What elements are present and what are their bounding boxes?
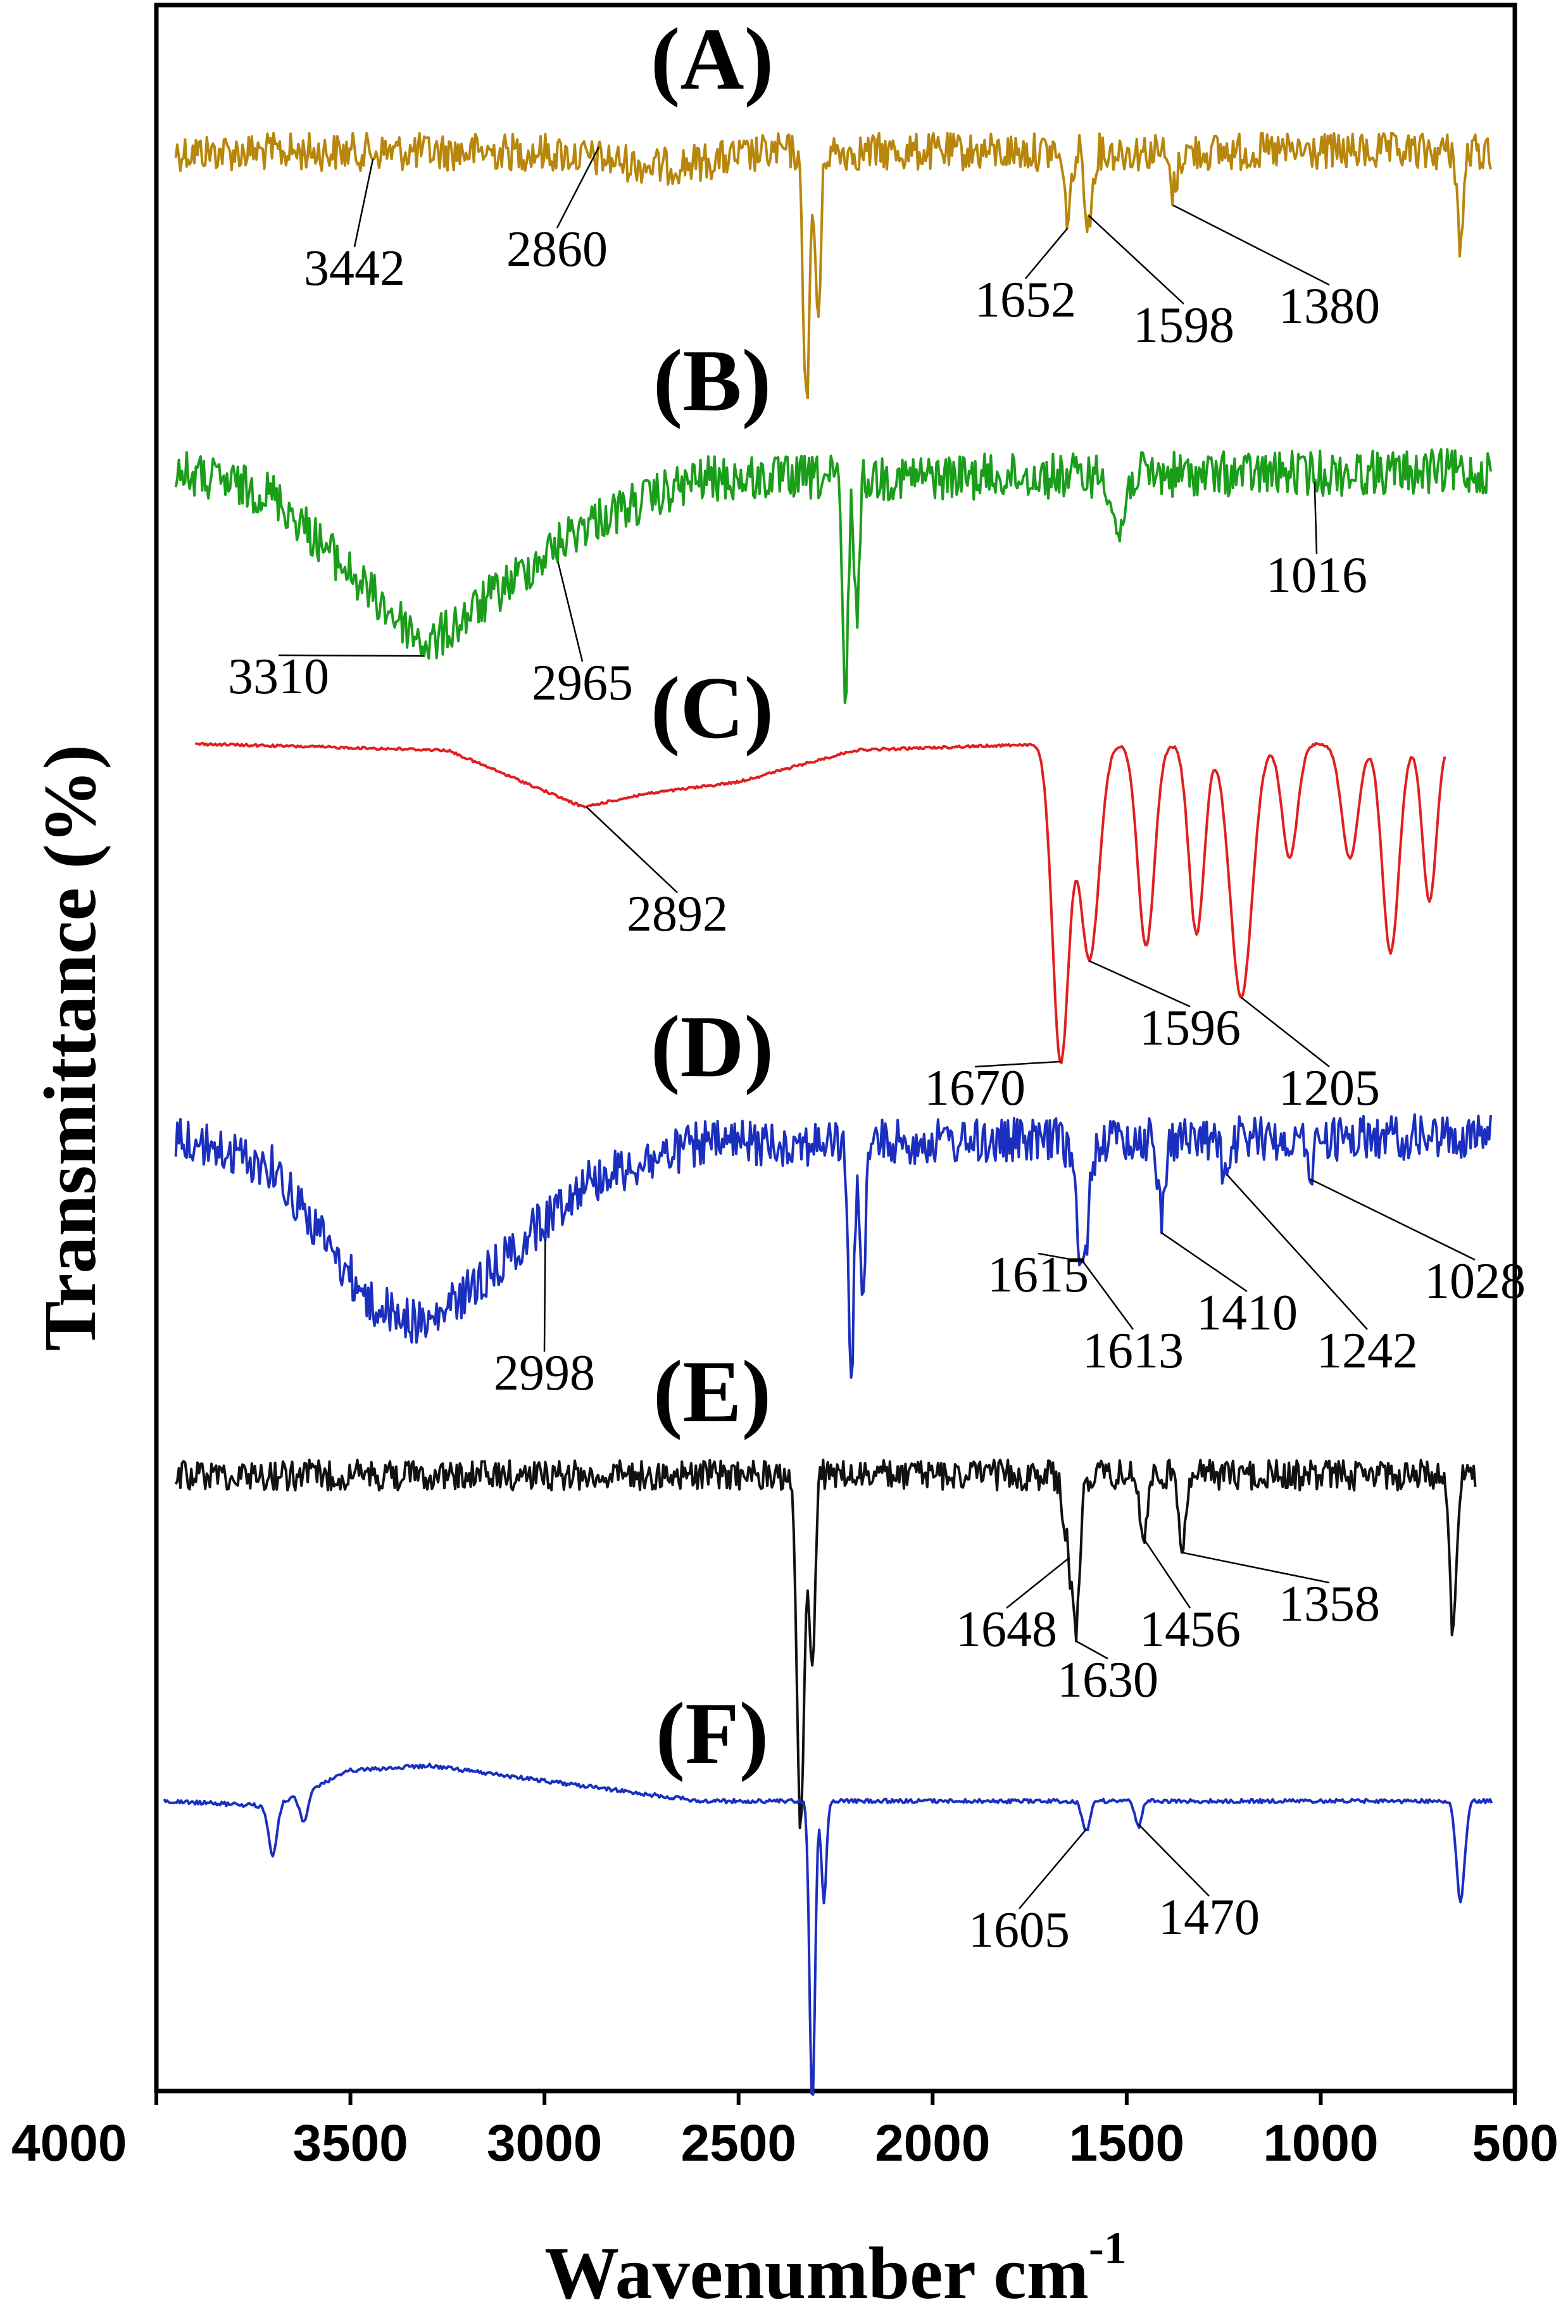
x-tick-label: 1000 xyxy=(1263,2114,1378,2172)
peak-label: 1613 xyxy=(1082,1323,1184,1379)
spectrum-line-4 xyxy=(174,1113,1492,1379)
peak-label: 2860 xyxy=(506,222,608,277)
peak-label: 3310 xyxy=(228,649,329,705)
peak-leader-line xyxy=(1138,1823,1210,1897)
peak-leader-line xyxy=(974,1060,1061,1068)
peak-leader-line xyxy=(278,654,425,657)
peak-label: 1410 xyxy=(1196,1285,1298,1341)
peak-leader-line xyxy=(1309,1178,1476,1261)
peak-leader-line xyxy=(1161,1232,1248,1293)
x-tick-label: 2500 xyxy=(681,2114,796,2172)
peak-leader-line xyxy=(1088,215,1184,305)
peak-leader-line xyxy=(1181,1552,1330,1584)
peak-leader-line xyxy=(1038,1252,1082,1262)
spectrum-line-3 xyxy=(195,741,1446,1064)
spectrum-line-6 xyxy=(163,1762,1493,2096)
peak-leader-line xyxy=(586,806,678,893)
peak-label: 2998 xyxy=(494,1345,595,1401)
x-tick-label: 3500 xyxy=(292,2114,408,2172)
peak-label: 1598 xyxy=(1133,298,1234,353)
peak-leader-line xyxy=(1172,204,1330,286)
panel-label: (E) xyxy=(653,1343,772,1441)
peak-leader-line xyxy=(1240,996,1330,1067)
peak-label: 3442 xyxy=(304,241,405,296)
annotation-layer: 3442 2860 1652 1598 1380 3310 2965 1016 2892 1670… xyxy=(228,146,1526,1958)
peak-label: 2892 xyxy=(627,886,728,942)
peak-label: 1630 xyxy=(1057,1652,1158,1708)
peak-leader-line xyxy=(1019,1829,1087,1909)
x-tick-label: 3000 xyxy=(487,2114,602,2172)
peak-leader-line xyxy=(1226,1174,1368,1330)
plot-frame xyxy=(154,3,1517,2094)
peak-label: 1652 xyxy=(975,272,1076,328)
panel-label: (A) xyxy=(651,10,774,108)
peak-label: 1615 xyxy=(988,1247,1089,1303)
peak-label: 2965 xyxy=(532,655,633,711)
panel-label: (D) xyxy=(651,998,774,1096)
peak-label: 1456 xyxy=(1139,1602,1241,1657)
peak-leader-line xyxy=(1089,960,1191,1008)
peak-leader-line xyxy=(353,158,374,248)
x-axis-ticks: 4000 3500 3000 2500 2000 1500 1000 500 xyxy=(11,2091,1559,2172)
peak-label: 1028 xyxy=(1424,1253,1526,1309)
panel-label-layer: (A) (B) (C) (D) (E) (F) xyxy=(651,10,774,1783)
peak-label: 1470 xyxy=(1158,1890,1260,1945)
peak-leader-line xyxy=(543,1240,546,1352)
x-tick-label: 1500 xyxy=(1069,2114,1184,2172)
peak-label: 1016 xyxy=(1266,548,1367,603)
peak-leader-line xyxy=(1006,1557,1070,1609)
x-tick-label: 2000 xyxy=(875,2114,990,2172)
peak-label: 1358 xyxy=(1279,1576,1380,1632)
peak-label: 1605 xyxy=(969,1902,1070,1958)
panel-label: (C) xyxy=(651,659,774,757)
peak-label: 1242 xyxy=(1317,1323,1418,1379)
peak-leader-line xyxy=(1082,1260,1134,1330)
panel-label: (F) xyxy=(656,1685,769,1783)
spectrum-line-5 xyxy=(174,1459,1477,1830)
x-axis-title: Wavenumber cm-1 xyxy=(544,2223,1127,2315)
peak-leader-line xyxy=(1314,482,1318,555)
y-axis-title: Transmittance (%) xyxy=(28,744,111,1351)
x-axis-title-text: Wavenumber cm xyxy=(544,2232,1089,2315)
x-axis-title-superscript: -1 xyxy=(1089,2223,1127,2273)
panel-label: (B) xyxy=(653,332,772,430)
peak-label: 1205 xyxy=(1279,1060,1380,1116)
peak-label: 1670 xyxy=(924,1060,1025,1116)
peak-leader-line xyxy=(1076,1640,1108,1660)
peak-leader-line xyxy=(1025,227,1069,279)
peak-label: 1380 xyxy=(1279,279,1380,334)
peak-leader-line xyxy=(1143,1538,1191,1609)
spectrum-line-2 xyxy=(174,448,1492,705)
peak-label: 1648 xyxy=(956,1602,1057,1657)
peak-label: 1596 xyxy=(1139,1000,1241,1056)
peak-leader-line xyxy=(557,562,584,662)
x-tick-label: 500 xyxy=(1472,2114,1559,2172)
peak-leader-line xyxy=(556,146,600,229)
x-tick-label: 4000 xyxy=(11,2114,127,2172)
spectrum-line-1 xyxy=(174,132,1492,399)
series-layer xyxy=(163,132,1493,2096)
